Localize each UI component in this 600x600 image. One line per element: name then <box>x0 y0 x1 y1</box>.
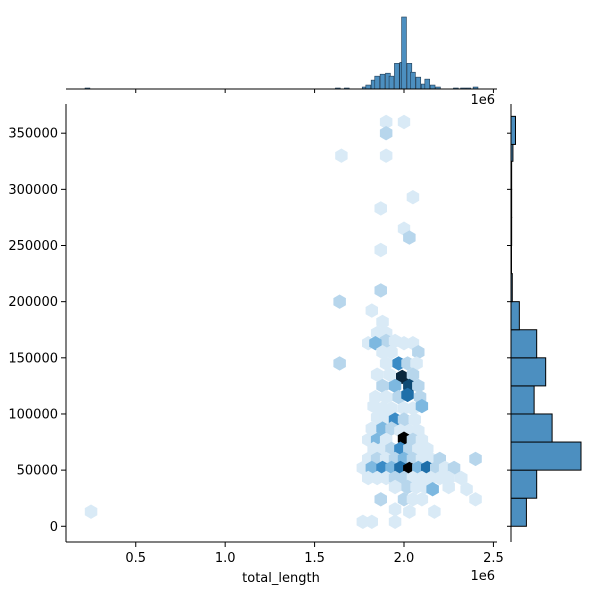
x-offset-label: 1e6 <box>470 569 495 584</box>
x-tick-label: 1.0 <box>215 551 236 566</box>
hexbin-cell <box>403 230 416 245</box>
hexbin-cell <box>447 460 461 476</box>
y-tick-label: 350000 <box>8 127 58 142</box>
right-histogram-bar <box>510 497 527 527</box>
top-histogram-bars <box>84 16 479 90</box>
x-tick-label: 2.5 <box>483 551 504 566</box>
hexbin-cell <box>403 504 416 519</box>
top-marginal-ticks <box>135 89 494 93</box>
hexbin-cell <box>379 356 393 371</box>
hexbin-cell <box>388 514 402 529</box>
top-histogram-bar <box>394 63 400 90</box>
hexbin-cell <box>365 421 378 436</box>
hexbin-cell <box>455 470 468 486</box>
y-tick-label: 200000 <box>8 295 58 310</box>
hexbin-cell <box>333 356 346 371</box>
right-histogram-bar <box>510 329 538 359</box>
hexbin-cell <box>379 389 393 405</box>
right-histogram-bar <box>510 413 553 443</box>
y-tick-label: 0 <box>50 520 58 535</box>
hexbin-cell <box>396 369 409 385</box>
hexbin-cell <box>406 367 420 382</box>
y-tick-label: 300000 <box>8 183 58 198</box>
hexbin-cell <box>415 398 429 414</box>
hexbin-cell <box>388 479 402 495</box>
hexbin-cell <box>412 378 425 394</box>
hexbin-cell <box>401 387 414 403</box>
y-ticks: 0 50000 100000 150000 200000 250000 300000 3500… <box>8 127 66 535</box>
x-axis-label: total_length <box>242 571 320 586</box>
hexbin-cell <box>428 504 441 519</box>
hexbin-cell <box>374 283 387 298</box>
hexbin-cell <box>333 294 346 309</box>
hexbin-cell <box>460 482 473 497</box>
top-x-offset-label: 1e6 <box>470 93 495 108</box>
x-tick-label: 0.5 <box>125 551 146 566</box>
right-histogram-bar <box>510 469 538 499</box>
hexbin-cell <box>84 504 98 519</box>
hexbin-cell <box>397 114 411 130</box>
top-histogram-bar <box>401 16 407 90</box>
top-histogram-bar <box>379 73 386 90</box>
hexbin-cell <box>385 345 398 360</box>
y-tick-label: 250000 <box>8 239 58 254</box>
top-histogram-bar <box>424 78 430 90</box>
right-histogram-bars <box>510 115 582 527</box>
x-tick-label: 2.0 <box>394 551 415 566</box>
hexbin-cell <box>415 492 429 507</box>
x-tick-label: 1.5 <box>304 551 325 566</box>
hexbin-cell <box>379 148 393 163</box>
hexbin-cell <box>376 378 389 394</box>
right-histogram-bar <box>510 441 582 471</box>
hexbin-cell <box>426 482 439 497</box>
right-marginal-ticks <box>507 132 511 527</box>
hexbin-cell <box>412 345 425 360</box>
hexbin-plot: 0.5 1.0 1.5 2.0 2.5 0 50000 100000 150000 200000… <box>8 104 504 586</box>
hexbin-cell <box>388 502 402 517</box>
top-marginal-histogram: 1e6 <box>66 16 497 108</box>
y-tick-label: 50000 <box>17 464 58 479</box>
hexbin-cell <box>365 514 378 529</box>
hexbin-cell <box>369 336 382 351</box>
hexbin-cell <box>469 492 482 507</box>
hexbin-cell <box>442 479 455 495</box>
hexbin-cell <box>379 126 393 141</box>
y-tick-label: 150000 <box>8 351 58 366</box>
top-histogram-bar <box>429 84 436 90</box>
hexbin-cell <box>410 356 423 371</box>
top-histogram-bar <box>388 75 395 90</box>
right-histogram-bar <box>510 115 516 145</box>
right-marginal-histogram <box>507 104 582 542</box>
x-ticks: 0.5 1.0 1.5 2.0 2.5 <box>125 542 504 566</box>
hexbin-cell <box>365 303 378 318</box>
hexbin-cell <box>374 492 387 507</box>
hexbin-cell <box>376 314 389 330</box>
hexbin-cell <box>383 367 396 382</box>
top-histogram-bar <box>410 71 416 90</box>
top-histogram-bar <box>365 84 371 90</box>
right-histogram-bar <box>510 385 535 415</box>
hexbin-cell <box>406 190 420 205</box>
top-histogram-bar <box>415 76 422 90</box>
right-histogram-bar <box>510 301 520 331</box>
hexbin-cell <box>388 378 402 394</box>
hexbin-cell <box>379 114 393 130</box>
hexbin-cells <box>84 114 482 529</box>
right-histogram-bar <box>510 357 547 387</box>
hexbin-cell <box>469 451 482 467</box>
hexbin-cell <box>397 412 411 427</box>
hexbin-cell <box>370 367 384 382</box>
hexbin-cell <box>408 412 421 427</box>
hexbin-cell <box>374 201 387 216</box>
top-histogram-bar <box>374 75 380 90</box>
y-tick-label: 100000 <box>8 407 58 422</box>
hexbin-cell <box>374 242 387 258</box>
hexbin-cell <box>335 148 348 163</box>
